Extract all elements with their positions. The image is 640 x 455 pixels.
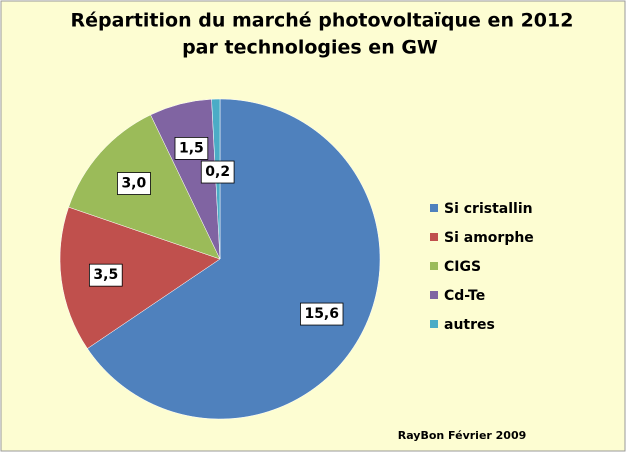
legend-label: Cd-Te	[444, 288, 485, 304]
data-label: 3,0	[121, 176, 146, 192]
legend-swatch	[430, 233, 438, 241]
legend-swatch	[430, 291, 438, 299]
legend-swatch	[430, 204, 438, 212]
data-label: 1,5	[179, 140, 204, 156]
chart-title: Répartition du marché photovoltaïque en …	[71, 10, 574, 32]
legend-label: CIGS	[444, 259, 481, 275]
data-label-box	[117, 172, 151, 195]
data-label-box	[174, 137, 209, 160]
legend-swatch	[430, 320, 438, 328]
legend-swatch	[430, 262, 438, 270]
legend-label: Si amorphe	[444, 230, 534, 246]
data-label: 15,6	[304, 306, 339, 322]
legend-label: Si cristallin	[444, 201, 533, 217]
data-label: 0,2	[205, 164, 230, 180]
data-label-box	[300, 302, 344, 326]
chart-title: par technologies en GW	[182, 37, 438, 59]
legend-label: autres	[444, 317, 495, 333]
annotation: RayBon Février 2009	[398, 429, 527, 442]
pie-slice	[87, 98, 381, 420]
pie-slice	[59, 206, 221, 349]
data-label-box	[200, 160, 235, 184]
data-label: 3,5	[93, 267, 118, 283]
data-label-box	[88, 263, 123, 287]
